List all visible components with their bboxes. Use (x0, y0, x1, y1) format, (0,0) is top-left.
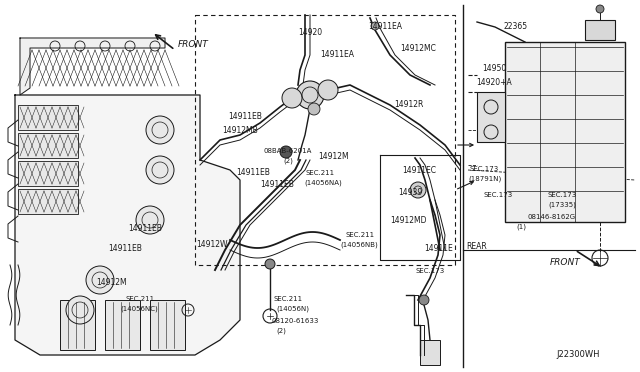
Bar (18, 133, 78, 158)
Text: 14912R: 14912R (394, 100, 424, 109)
Text: 14912M: 14912M (318, 152, 349, 161)
Polygon shape (20, 38, 165, 95)
Circle shape (146, 116, 174, 144)
Text: (14056NC): (14056NC) (120, 306, 157, 312)
Circle shape (265, 259, 275, 269)
Text: 08120-61633: 08120-61633 (272, 318, 319, 324)
Text: REAR: REAR (466, 242, 487, 251)
Bar (505, 42, 625, 222)
Bar (150, 300, 185, 350)
Text: 14912W: 14912W (196, 240, 227, 249)
Text: 14911EB: 14911EB (128, 224, 162, 233)
Circle shape (596, 5, 604, 13)
Text: 08BAB-6201A: 08BAB-6201A (264, 148, 312, 154)
Text: (2): (2) (276, 328, 286, 334)
Circle shape (86, 266, 114, 294)
Text: FRONT: FRONT (550, 258, 580, 267)
Text: FRONT: FRONT (178, 40, 209, 49)
Text: (2): (2) (283, 158, 293, 164)
Circle shape (282, 88, 302, 108)
Text: 14911EB: 14911EB (236, 168, 270, 177)
Circle shape (371, 22, 379, 30)
Text: 14911EB: 14911EB (228, 112, 262, 121)
Circle shape (296, 81, 324, 109)
Text: 14911EB: 14911EB (108, 244, 142, 253)
Text: (14056NB): (14056NB) (340, 242, 378, 248)
Bar (105, 300, 140, 350)
Text: SEC.211: SEC.211 (126, 296, 155, 302)
Text: SEC.173: SEC.173 (470, 166, 499, 172)
Text: 22365: 22365 (504, 22, 528, 31)
Bar (18, 189, 78, 214)
Text: 14939: 14939 (398, 188, 422, 197)
Bar (18, 161, 78, 186)
Text: 14912M: 14912M (96, 278, 127, 287)
Circle shape (280, 146, 292, 158)
Text: J22300WH: J22300WH (556, 350, 600, 359)
Bar (18, 105, 78, 130)
Bar (420, 340, 440, 365)
Text: (14056NA): (14056NA) (304, 180, 342, 186)
Text: (1): (1) (516, 224, 526, 231)
Bar (60, 300, 95, 350)
Text: 14911EB: 14911EB (260, 180, 294, 189)
Text: SEC.173: SEC.173 (484, 192, 513, 198)
Text: SEC.211: SEC.211 (306, 170, 335, 176)
Circle shape (136, 206, 164, 234)
Text: SEC.211: SEC.211 (274, 296, 303, 302)
Polygon shape (15, 95, 240, 355)
Circle shape (308, 103, 320, 115)
Text: 14920+A: 14920+A (476, 78, 512, 87)
Circle shape (146, 156, 174, 184)
Bar (477, 92, 505, 142)
Text: 14950: 14950 (482, 64, 506, 73)
Text: SEC.211: SEC.211 (345, 232, 374, 238)
Text: (18791N): (18791N) (468, 176, 501, 183)
Text: 08146-8162G: 08146-8162G (528, 214, 576, 220)
Text: 14920: 14920 (298, 28, 322, 37)
Circle shape (318, 80, 338, 100)
Circle shape (419, 295, 429, 305)
Text: 14912MB: 14912MB (222, 126, 258, 135)
Text: 14911EA: 14911EA (368, 22, 402, 31)
Text: 14911EA: 14911EA (320, 50, 354, 59)
Bar (585, 20, 615, 40)
Text: 14911E: 14911E (424, 244, 452, 253)
Text: (17335): (17335) (548, 202, 576, 208)
Circle shape (410, 182, 426, 198)
Text: 14912MD: 14912MD (390, 216, 426, 225)
Text: 14912MC: 14912MC (400, 44, 436, 53)
Text: 14911EC: 14911EC (402, 166, 436, 175)
Text: SEC.173: SEC.173 (548, 192, 577, 198)
Text: SEC.173: SEC.173 (416, 268, 445, 274)
Circle shape (66, 296, 94, 324)
Text: (14056N): (14056N) (276, 306, 309, 312)
